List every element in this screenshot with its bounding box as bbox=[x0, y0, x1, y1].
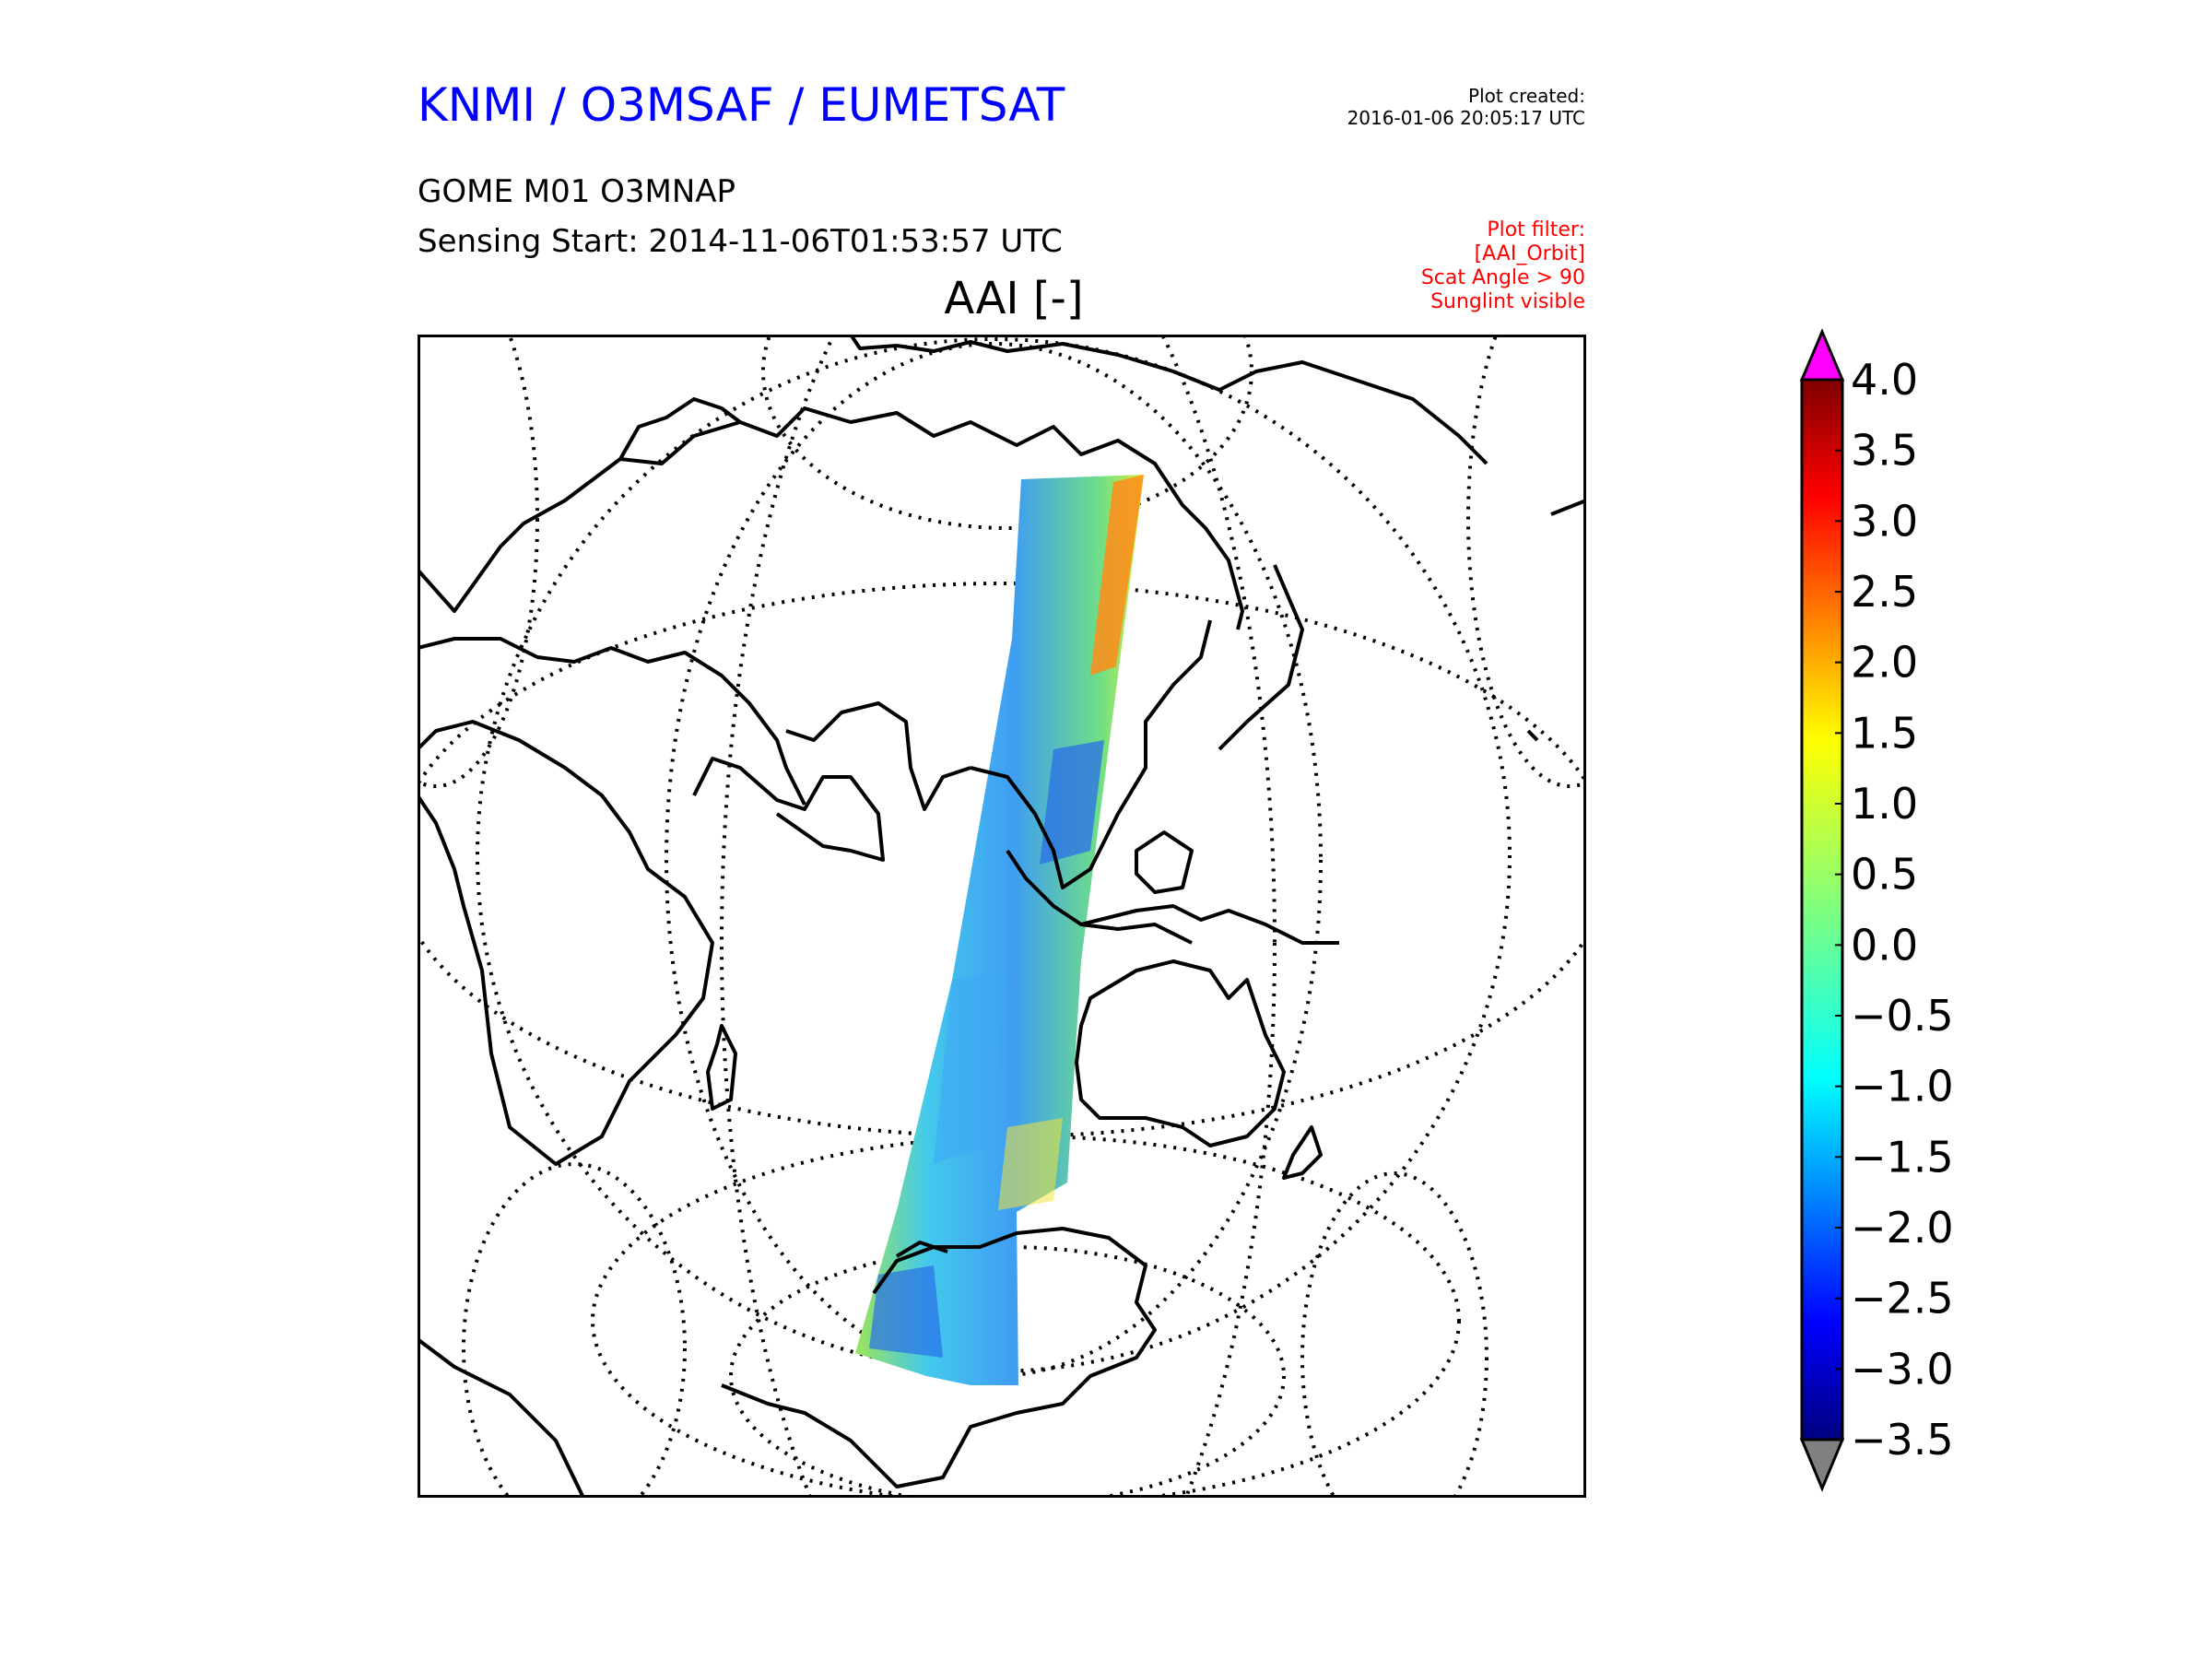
swath-low-aai-patch bbox=[869, 1265, 943, 1358]
coastline bbox=[1282, 1125, 1323, 1180]
filter-line: Plot filter: bbox=[1487, 218, 1585, 241]
graticule-circle bbox=[591, 1135, 1461, 1498]
swath-high-aai-patch bbox=[1090, 475, 1144, 676]
colorbar-under-extension bbox=[1799, 1438, 1845, 1492]
colorbar-ticks: 4.0 3.5 3.0 2.5 2.0 1.5 1.0 0.5 0.0 −0.5 −1.0 −1.5 −… bbox=[1835, 355, 1954, 1465]
graticule-circle bbox=[476, 337, 1512, 1373]
coastline bbox=[785, 701, 971, 811]
aai-swath bbox=[855, 475, 1144, 1385]
colorbar-tick-label: −1.5 bbox=[1851, 1132, 1954, 1182]
plot-created-value: 2016-01-06 20:05:17 UTC bbox=[1347, 107, 1585, 129]
coastline bbox=[1526, 729, 1539, 742]
filter-line: Scat Angle > 90 bbox=[1420, 266, 1585, 289]
coastline bbox=[1218, 564, 1304, 751]
colorbar-tick-label: 1.5 bbox=[1851, 708, 1918, 758]
coastline bbox=[1135, 830, 1194, 894]
graticule-circle bbox=[720, 335, 1277, 1498]
colorbar-tick-label: −0.5 bbox=[1851, 991, 1954, 1041]
map-frame bbox=[418, 335, 1586, 1498]
filter-line: Sunglint visible bbox=[1430, 290, 1585, 313]
colorbar-tick-label: 0.5 bbox=[1851, 850, 1918, 900]
coastline bbox=[895, 1241, 948, 1258]
product-name: GOME M01 O3MNAP bbox=[418, 173, 736, 210]
colorbar-tick-label: 3.5 bbox=[1851, 426, 1918, 476]
colorbar-tick-label: 4.0 bbox=[1851, 355, 1918, 405]
coastline bbox=[1550, 499, 1586, 516]
colorbar-tick-label: 3.0 bbox=[1851, 496, 1918, 546]
plot-created-stamp: Plot created: 2016-01-06 20:05:17 UTC bbox=[1347, 85, 1585, 129]
graticule-circle bbox=[418, 335, 539, 788]
coastlines bbox=[418, 335, 1586, 1498]
plot-filters: Plot filter: [AAI_Orbit] Scat Angle > 90… bbox=[1421, 218, 1585, 314]
coastline bbox=[418, 1337, 585, 1498]
graticule-circle bbox=[761, 335, 1253, 530]
graticule-circle bbox=[462, 1162, 687, 1498]
coastline bbox=[1075, 959, 1286, 1147]
coastline bbox=[970, 619, 1212, 889]
graticule-circle bbox=[729, 1245, 1286, 1498]
swath-low-aai-patch bbox=[934, 971, 1007, 1164]
colorbar-tick-label: 2.0 bbox=[1851, 638, 1918, 688]
organization-title: KNMI / O3MSAF / EUMETSAT bbox=[418, 78, 1065, 132]
coastline bbox=[618, 397, 742, 460]
coastline bbox=[849, 335, 1488, 465]
map-panel bbox=[418, 335, 1586, 1498]
colorbar-tick-label: 1.0 bbox=[1851, 779, 1918, 829]
colorbar-tick-label: −3.0 bbox=[1851, 1344, 1954, 1394]
sensing-start: Sensing Start: 2014-11-06T01:53:57 UTC bbox=[418, 223, 1063, 260]
plot-created-label: Plot created: bbox=[1468, 85, 1585, 107]
colorbar-tick-label: −2.5 bbox=[1851, 1274, 1954, 1324]
colorbar-gradient bbox=[1800, 378, 1844, 1441]
coastline bbox=[1080, 904, 1339, 945]
colorbar-tick-label: −3.5 bbox=[1851, 1415, 1954, 1465]
coastline bbox=[418, 720, 714, 1166]
graticule-circle bbox=[1300, 1171, 1488, 1498]
coastline bbox=[692, 757, 885, 862]
swath-low-aai-patch bbox=[1040, 740, 1104, 865]
coastline bbox=[721, 1227, 1157, 1488]
parameter-title: AAI [-] bbox=[944, 273, 1084, 324]
coastline bbox=[418, 406, 1244, 630]
colorbar-tick-label: −2.0 bbox=[1851, 1203, 1954, 1253]
colorbar-tick-label: 0.0 bbox=[1851, 920, 1918, 970]
coastline bbox=[418, 637, 806, 806]
swath-track bbox=[855, 475, 1144, 1385]
swath-high-aai-patch bbox=[998, 1118, 1063, 1210]
colorbar: 4.0 3.5 3.0 2.5 2.0 1.5 1.0 0.5 0.0 −0.5 −1.0 −1.5 −… bbox=[1799, 328, 1954, 1492]
colorbar-tick-label: −1.0 bbox=[1851, 1062, 1954, 1112]
filter-line: [AAI_Orbit] bbox=[1474, 242, 1585, 265]
colorbar-tick-label: 2.5 bbox=[1851, 567, 1918, 617]
coastline bbox=[706, 1024, 737, 1111]
colorbar-over-extension bbox=[1799, 328, 1845, 382]
graticule-circle bbox=[1466, 335, 1586, 788]
